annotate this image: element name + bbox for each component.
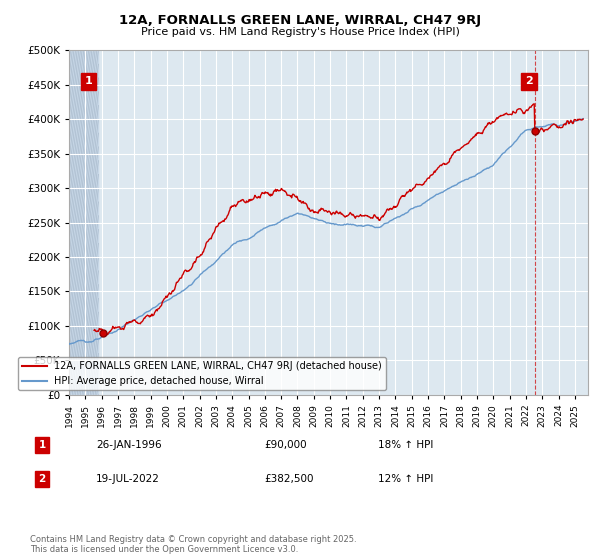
Text: 12A, FORNALLS GREEN LANE, WIRRAL, CH47 9RJ: 12A, FORNALLS GREEN LANE, WIRRAL, CH47 9… [119,14,481,27]
Text: £382,500: £382,500 [264,474,314,484]
Text: 12% ↑ HPI: 12% ↑ HPI [378,474,433,484]
Text: 1: 1 [38,440,46,450]
Text: 2: 2 [38,474,46,484]
Text: Price paid vs. HM Land Registry's House Price Index (HPI): Price paid vs. HM Land Registry's House … [140,27,460,37]
Text: £90,000: £90,000 [264,440,307,450]
Text: 18% ↑ HPI: 18% ↑ HPI [378,440,433,450]
Text: 1: 1 [85,76,92,86]
Legend: 12A, FORNALLS GREEN LANE, WIRRAL, CH47 9RJ (detached house), HPI: Average price,: 12A, FORNALLS GREEN LANE, WIRRAL, CH47 9… [19,357,386,390]
Text: 26-JAN-1996: 26-JAN-1996 [96,440,161,450]
Text: 19-JUL-2022: 19-JUL-2022 [96,474,160,484]
Text: Contains HM Land Registry data © Crown copyright and database right 2025.
This d: Contains HM Land Registry data © Crown c… [30,535,356,554]
Text: 2: 2 [526,76,533,86]
